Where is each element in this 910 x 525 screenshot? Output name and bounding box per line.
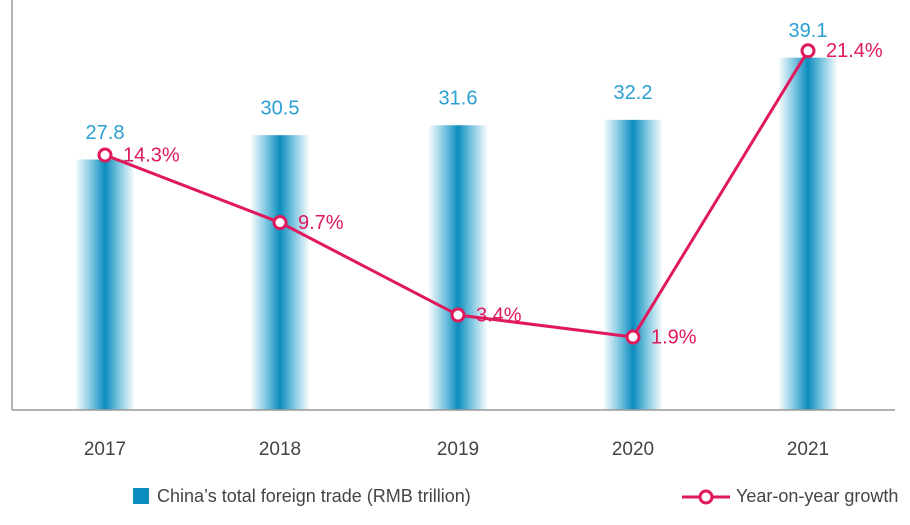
legend-swatch (133, 488, 149, 504)
bar (778, 57, 838, 411)
bar-value-label: 27.8 (86, 122, 125, 144)
legend-label: Year-on-year growth (736, 486, 898, 506)
x-tick-label: 2018 (259, 439, 301, 460)
legend-marker (698, 489, 714, 505)
bar (250, 135, 310, 410)
x-tick-label: 2017 (84, 439, 126, 460)
x-tick-label: 2020 (612, 439, 654, 460)
bar (603, 119, 663, 410)
line-marker (800, 43, 816, 59)
bar-value-label: 31.6 (439, 88, 478, 110)
line-value-label: 14.3% (123, 144, 180, 166)
bar (428, 125, 488, 410)
line-marker (97, 147, 113, 163)
bar-value-label: 30.5 (261, 97, 300, 119)
legend-label: China’s total foreign trade (RMB trillio… (157, 486, 471, 506)
line-value-label: 1.9% (651, 326, 697, 348)
bar (75, 159, 135, 410)
line-value-label: 9.7% (298, 212, 344, 234)
line-value-label: 21.4% (826, 40, 883, 62)
x-tick-label: 2021 (787, 439, 829, 460)
bar-value-label: 32.2 (614, 82, 653, 104)
line-marker (625, 329, 641, 345)
bar-value-label: 39.1 (789, 20, 828, 42)
line-marker (450, 307, 466, 323)
x-tick-label: 2019 (437, 439, 479, 460)
line-value-label: 3.4% (476, 304, 522, 326)
line-marker (272, 215, 288, 231)
